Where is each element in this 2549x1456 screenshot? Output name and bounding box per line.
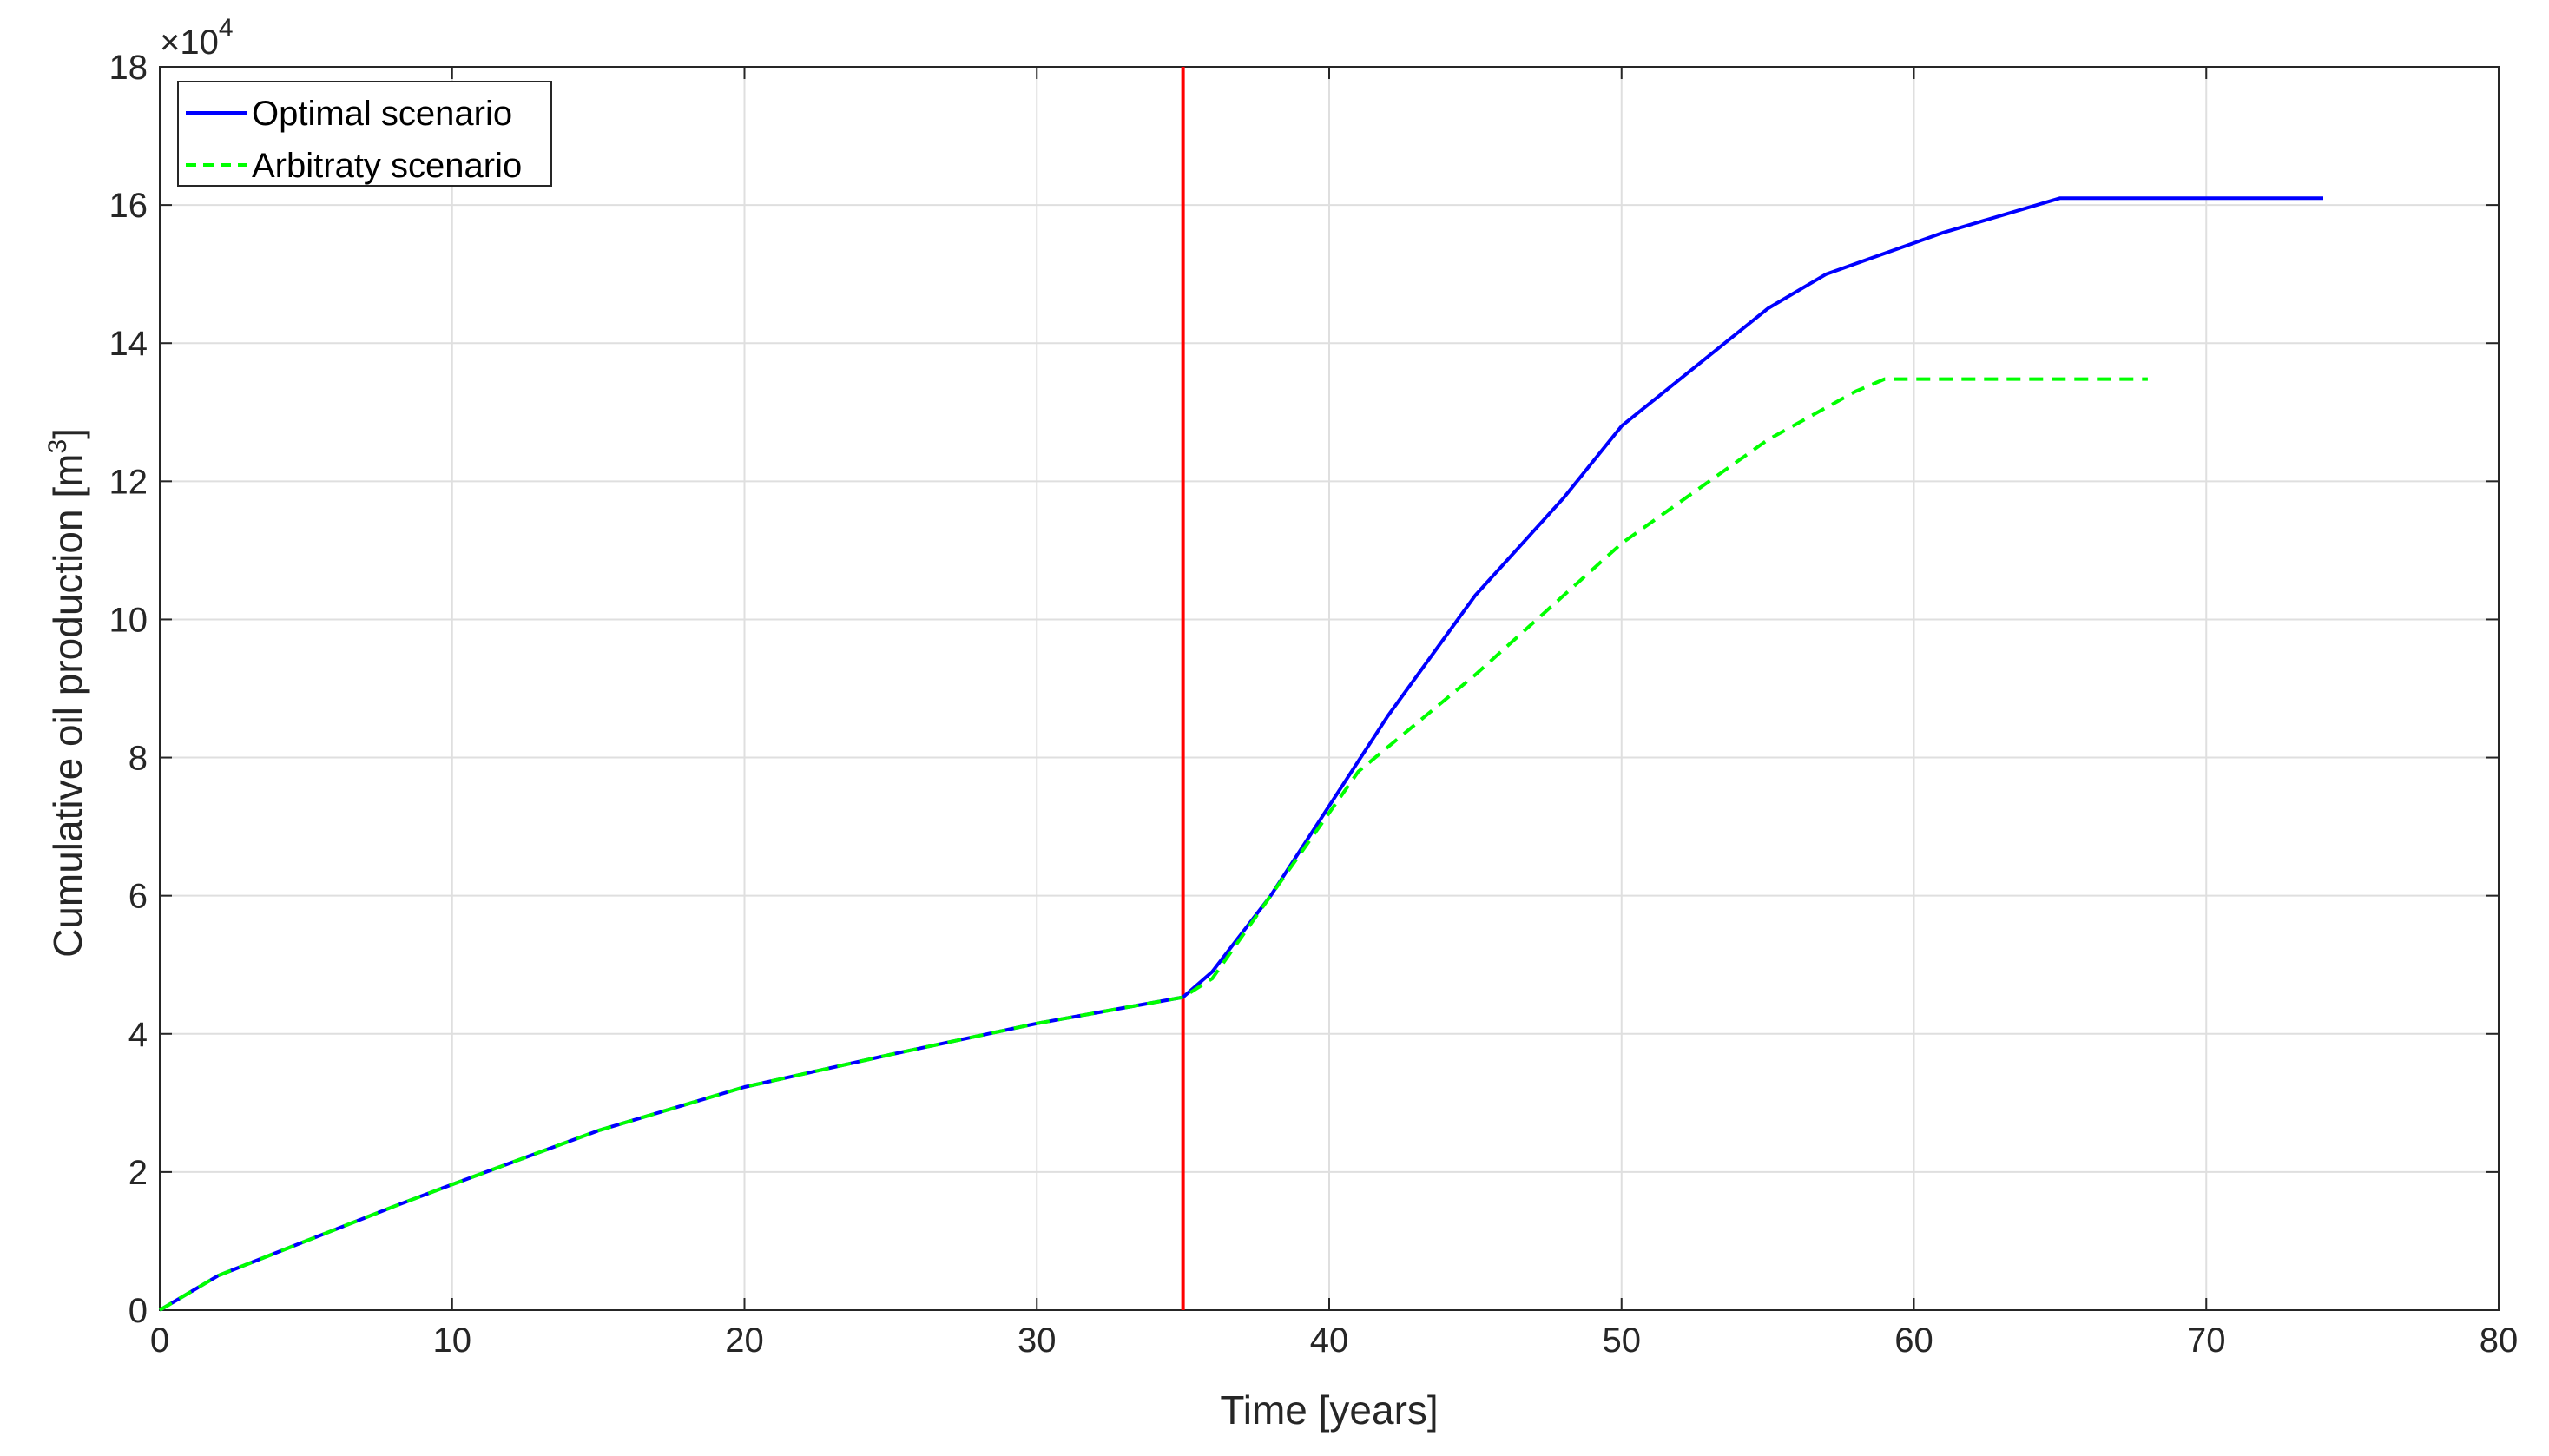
y-tick-label: 12: [109, 463, 148, 501]
y-tick-label: 0: [128, 1292, 148, 1330]
y-axis-label: Cumulative oil production [m3]: [43, 428, 90, 958]
x-tick-label: 0: [150, 1321, 169, 1360]
x-tick-label: 80: [2480, 1321, 2519, 1360]
y-tick-label: 18: [109, 49, 148, 87]
axes: [159, 66, 2500, 1311]
x-tick-label: 60: [1894, 1321, 1933, 1360]
legend-box: [177, 81, 552, 187]
series-line-arbitraty: [158, 377, 2148, 1312]
legend-label-optimal: Optimal scenario: [252, 95, 512, 133]
series-lines: [158, 67, 2323, 1312]
x-tick-label: 10: [433, 1321, 472, 1360]
y-tick-label: 8: [128, 740, 148, 778]
x-tick-label: 30: [1018, 1321, 1057, 1360]
x-tick-label: 20: [725, 1321, 764, 1360]
x-tick-label: 40: [1310, 1321, 1349, 1360]
y-tick-label: 10: [109, 601, 148, 639]
legend-label-arbitraty: Arbitraty scenario: [252, 147, 522, 185]
tick-labels: 0 10 20 30 40 50 60 70 80 0 2 4 6 8 10 12 14 16 18: [109, 49, 2519, 1360]
y-axis-label-suffix: ]: [45, 428, 90, 439]
y-axis-label-superscript: 3: [43, 439, 72, 454]
y-tick-label: 14: [109, 325, 148, 363]
x-tick-label: 70: [2187, 1321, 2226, 1360]
y-axis-label-text: Cumulative oil production [m: [45, 454, 90, 958]
y-tick-label: 16: [109, 187, 148, 225]
x-tick-label: 50: [1603, 1321, 1642, 1360]
legend: Optimal scenario Arbitraty scenario: [177, 81, 552, 187]
x-axis-label: Time [years]: [1220, 1387, 1438, 1433]
y-axis-exponent-base: ×10: [160, 23, 219, 62]
y-tick-label: 4: [128, 1016, 148, 1054]
y-axis-exponent-power: 4: [219, 14, 234, 43]
y-tick-label: 6: [128, 878, 148, 916]
y-axis-exponent: ×104: [160, 14, 234, 62]
y-tick-label: 2: [128, 1154, 148, 1192]
grid: [159, 66, 2500, 1311]
